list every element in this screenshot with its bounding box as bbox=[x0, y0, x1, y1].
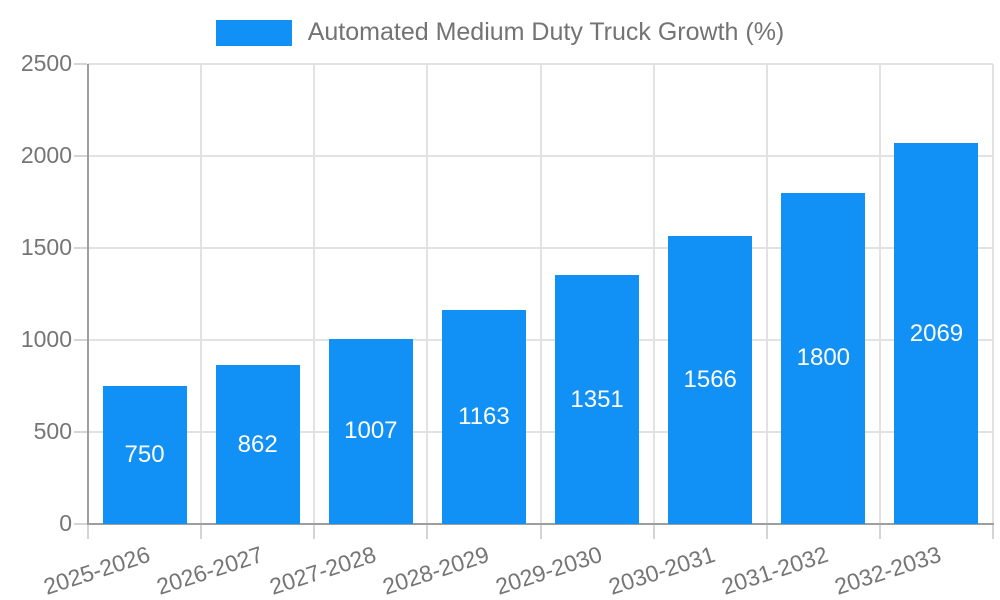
bar[interactable]: 1800 bbox=[781, 192, 866, 524]
x-tick-mark bbox=[652, 524, 655, 539]
y-tick-mark bbox=[74, 339, 87, 341]
y-axis-tick-label: 0 bbox=[59, 510, 72, 536]
bar-value-label: 1163 bbox=[458, 403, 510, 430]
bar-value-label: 1007 bbox=[344, 417, 398, 445]
x-tick-mark bbox=[313, 524, 316, 539]
x-axis-tick-label: 2030-2031 bbox=[605, 541, 719, 600]
bar-value-label: 1800 bbox=[796, 344, 851, 372]
gridline-vertical bbox=[992, 64, 994, 524]
bar-value-label: 1351 bbox=[570, 385, 624, 413]
bar[interactable]: 1566 bbox=[668, 235, 753, 524]
bar-value-label: 2069 bbox=[909, 319, 964, 347]
y-tick-mark bbox=[74, 523, 87, 525]
bar[interactable]: 2069 bbox=[894, 143, 979, 524]
x-axis-tick-label: 2027-2028 bbox=[266, 541, 379, 600]
bar[interactable]: 1007 bbox=[328, 338, 413, 524]
x-axis-tick-label: 2025-2026 bbox=[39, 541, 153, 600]
gridline-vertical bbox=[426, 64, 429, 524]
x-axis-tick-label: 2032-2033 bbox=[831, 541, 945, 600]
gridline-vertical bbox=[539, 64, 542, 524]
x-tick-mark bbox=[878, 524, 881, 539]
y-tick-mark bbox=[74, 155, 87, 157]
legend: Automated Medium Duty Truck Growth (%) bbox=[0, 18, 1000, 47]
bar-value-label: 862 bbox=[237, 430, 278, 458]
gridline-vertical bbox=[878, 64, 881, 524]
bar[interactable]: 862 bbox=[215, 365, 300, 524]
bar-value-label: 750 bbox=[124, 441, 165, 468]
x-axis-tick-label: 2031-2032 bbox=[718, 541, 832, 600]
gridline-vertical bbox=[313, 64, 316, 524]
x-tick-mark bbox=[426, 524, 429, 539]
x-tick-mark bbox=[992, 524, 994, 539]
y-axis-tick-label: 2500 bbox=[20, 50, 72, 76]
bar-value-label: 1566 bbox=[683, 365, 737, 393]
y-axis-tick-label: 2000 bbox=[20, 142, 72, 168]
x-axis-tick-label: 2029-2030 bbox=[492, 541, 606, 600]
gridline-vertical bbox=[200, 64, 203, 524]
y-axis-tick-label: 1500 bbox=[20, 234, 72, 260]
gridline-horizontal bbox=[88, 63, 993, 65]
bar[interactable]: 1163 bbox=[441, 310, 526, 524]
y-axis-tick-label: 500 bbox=[33, 418, 72, 444]
y-axis-line bbox=[87, 64, 89, 524]
gridline-vertical bbox=[652, 64, 655, 524]
x-axis-tick-label: 2026-2027 bbox=[153, 541, 266, 600]
x-tick-mark bbox=[200, 524, 203, 539]
x-tick-mark bbox=[539, 524, 542, 539]
y-tick-mark bbox=[74, 247, 87, 249]
legend-swatch bbox=[215, 19, 292, 46]
y-tick-mark bbox=[74, 63, 87, 65]
y-tick-mark bbox=[74, 431, 87, 433]
x-tick-mark bbox=[87, 524, 89, 539]
x-tick-mark bbox=[765, 524, 768, 539]
bar[interactable]: 750 bbox=[102, 386, 187, 524]
gridline-horizontal bbox=[88, 155, 993, 157]
legend-label: Automated Medium Duty Truck Growth (%) bbox=[307, 18, 785, 46]
x-axis-tick-label: 2028-2029 bbox=[379, 541, 492, 600]
plot-area: 750 862 1007 1163 1351 1566 1800 2069 bbox=[74, 63, 994, 539]
bar[interactable]: 1351 bbox=[555, 275, 640, 524]
y-axis-tick-label: 1000 bbox=[20, 326, 72, 352]
gridline-vertical bbox=[765, 64, 768, 524]
